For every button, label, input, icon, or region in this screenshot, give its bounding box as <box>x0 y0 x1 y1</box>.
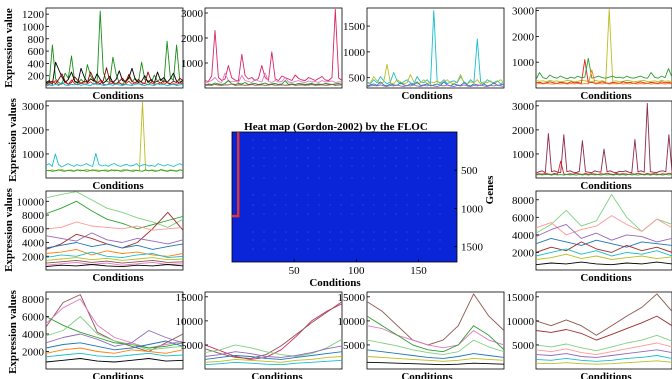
y-tick-label: 1000 <box>181 58 204 70</box>
y-tick-label: 15000 <box>176 292 204 304</box>
plot-frame <box>536 8 672 88</box>
y-axis-label: Expression values <box>7 289 19 374</box>
line-panel-p11: 5000 10000 15000 Conditions <box>338 292 505 379</box>
heatmap-y-tick-label: 1500 <box>461 242 484 254</box>
y-tick-label: 500 <box>349 73 366 85</box>
y-tick-label: 2000 <box>512 247 535 259</box>
x-axis-label: Conditions <box>401 90 453 102</box>
y-tick-label: 1000 <box>512 57 535 69</box>
y-axis-label: Expression values <box>3 187 15 272</box>
x-axis-label: Conditions <box>580 371 632 379</box>
x-axis-label: Conditions <box>580 180 632 192</box>
y-tick-label: 8000 <box>22 210 45 222</box>
y-tick-label: 1000 <box>343 47 366 59</box>
heatmap-x-tick-label: 100 <box>348 265 365 277</box>
y-tick-label: 600 <box>28 46 45 58</box>
y-tick-label: 2000 <box>22 347 45 359</box>
y-tick-label: 3000 <box>181 8 204 20</box>
line-panel-p3: 500 1000 1500 Conditions <box>343 8 504 102</box>
y-tick-label: 1500 <box>343 21 366 33</box>
y-tick-label: 6000 <box>512 212 535 224</box>
y-tick-label: 6000 <box>22 312 45 324</box>
y-tick-label: 1000 <box>22 149 45 161</box>
y-tick-label: 1200 <box>22 9 45 21</box>
heatmap-cells <box>232 132 457 262</box>
x-axis-label: Conditions <box>251 371 303 379</box>
heatmap-x-tick-label: 150 <box>410 265 427 277</box>
y-tick-label: 1000 <box>22 21 45 33</box>
heatmap-title: Heat map (Gordon-2002) by the FLOC <box>244 121 428 133</box>
line-panel-p1: 20040060080010001200 Conditions Expression… <box>3 8 183 102</box>
y-tick-label: 200 <box>28 71 45 83</box>
y-tick-label: 10000 <box>338 316 366 328</box>
line-panel-p6: 1000 2000 3000 Conditions <box>512 101 672 192</box>
y-axis-label: Expression values <box>7 97 19 182</box>
y-tick-label: 8000 <box>22 294 45 306</box>
y-tick-label: 2000 <box>512 125 535 137</box>
heatmap-ylabel: Genes <box>484 175 496 204</box>
y-axis-label: Expression value <box>3 8 15 88</box>
y-tick-label: 5000 <box>343 340 366 352</box>
y-tick-label: 10000 <box>17 196 45 208</box>
y-tick-label: 1000 <box>512 149 535 161</box>
line-panel-p12: 5000 10000 15000 Conditions <box>507 292 672 379</box>
y-tick-label: 2000 <box>181 33 204 45</box>
heatmap-panel: Heat map (Gordon-2002) by the FLOC Condi… <box>232 121 496 289</box>
x-axis-label: Conditions <box>92 371 144 379</box>
y-tick-label: 5000 <box>181 340 204 352</box>
heatmap-y-tick-label: 500 <box>461 165 478 177</box>
heatmap-y-tick-label: 1000 <box>461 203 484 215</box>
y-tick-label: 15000 <box>338 292 366 304</box>
y-tick-label: 3000 <box>22 101 45 113</box>
plot-frame <box>536 101 672 178</box>
y-tick-label: 4000 <box>22 238 45 250</box>
x-axis-label: Conditions <box>580 272 632 284</box>
line-panel-p8: 2000 4000 6000 8000 Conditions <box>512 191 672 284</box>
y-tick-label: 3000 <box>512 6 535 18</box>
y-tick-label: 400 <box>28 58 45 70</box>
plot-frame <box>46 101 183 178</box>
y-tick-label: 6000 <box>22 224 45 236</box>
y-tick-label: 15000 <box>507 292 535 304</box>
x-axis-label: Conditions <box>580 90 632 102</box>
y-tick-label: 10000 <box>176 316 204 328</box>
line-panel-p2: 1000 2000 3000 <box>181 8 342 88</box>
heatmap-x-tick-label: 50 <box>289 265 301 277</box>
y-tick-label: 10000 <box>507 316 535 328</box>
line-panel-p9: 2000 4000 6000 8000 Conditions Expression val… <box>7 289 183 379</box>
y-tick-label: 2000 <box>22 125 45 137</box>
y-tick-label: 8000 <box>512 195 535 207</box>
heatmap-body: 50 100 150 500 1000 1500 <box>232 132 484 277</box>
x-axis-label: Conditions <box>92 90 144 102</box>
y-tick-label: 800 <box>28 34 45 46</box>
y-tick-label: 4000 <box>512 230 535 242</box>
heatmap-xlabel: Conditions <box>309 277 361 289</box>
y-tick-label: 5000 <box>512 340 535 352</box>
line-panel-p4: 1000 2000 3000 Conditions <box>512 6 672 102</box>
line-panel-p5: 1000 2000 3000 Conditions Expression values <box>7 97 183 192</box>
y-tick-label: 2000 <box>512 31 535 43</box>
line-panel-p10: 5000 10000 15000 Conditions <box>176 292 343 379</box>
y-tick-label: 4000 <box>22 329 45 341</box>
plot-frame <box>46 292 183 369</box>
plot-frame <box>205 292 342 369</box>
y-tick-label: 3000 <box>512 101 535 113</box>
x-axis-label: Conditions <box>401 371 453 379</box>
x-axis-label: Conditions <box>92 272 144 284</box>
x-axis-label: Conditions <box>92 180 144 192</box>
y-tick-label: 2000 <box>22 251 45 263</box>
